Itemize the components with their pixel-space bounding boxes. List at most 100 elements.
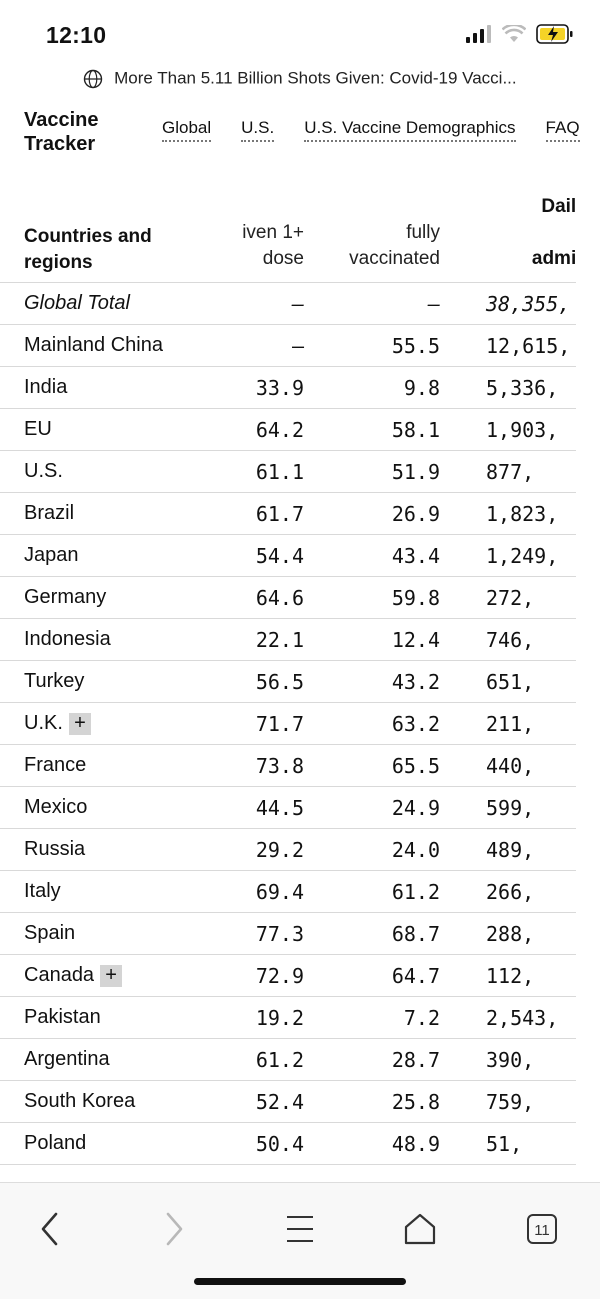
daily-rate-value: 759, bbox=[486, 1090, 535, 1114]
expand-plus-button[interactable]: + bbox=[68, 712, 91, 735]
table-row[interactable]: Mexico 44.5 24.9 599, bbox=[0, 787, 576, 829]
country-name-text: Poland bbox=[24, 1132, 87, 1154]
table-row[interactable]: Spain 77.3 68.7 288, bbox=[0, 913, 576, 955]
fully-vaccinated-value: 68.7 bbox=[391, 922, 440, 946]
table-row[interactable]: Germany 64.6 59.8 272, bbox=[0, 577, 576, 619]
given-dose-value: 72.9 bbox=[255, 964, 304, 988]
brand-logo[interactable]: Vaccine Tracker bbox=[24, 108, 99, 156]
site-nav: Vaccine Tracker Global U.S. U.S. Vaccine… bbox=[0, 104, 600, 164]
table-row[interactable]: Poland 50.4 48.9 51, bbox=[0, 1123, 576, 1165]
daily-rate-value: 5,336, bbox=[486, 376, 559, 400]
daily-rate-value: 440, bbox=[486, 754, 535, 778]
country-name-text: South Korea bbox=[24, 1090, 136, 1112]
nav-link-us[interactable]: U.S. bbox=[241, 118, 275, 142]
daily-rate-value: 12,615, bbox=[486, 334, 571, 358]
daily-rate-value: 651, bbox=[486, 670, 535, 694]
table-row[interactable]: Turkey 56.5 43.2 651, bbox=[0, 661, 576, 703]
nav-link-faq[interactable]: FAQ bbox=[545, 118, 580, 142]
country-name: France bbox=[24, 754, 86, 777]
table-row[interactable]: India 33.9 9.8 5,336, bbox=[0, 367, 576, 409]
nav-links: Global U.S. U.S. Vaccine Demographics FA… bbox=[162, 118, 580, 142]
header-daily-rate[interactable]: Daily ra d administ bbox=[490, 194, 576, 272]
address-bar[interactable]: More Than 5.11 Billion Shots Given: Covi… bbox=[0, 68, 600, 96]
nav-link-us-demographics[interactable]: U.S. Vaccine Demographics bbox=[304, 118, 516, 142]
fully-vaccinated-value: 43.2 bbox=[391, 670, 440, 694]
country-name-text: Mexico bbox=[24, 796, 88, 818]
table-row[interactable]: Global Total – – 38,355, bbox=[0, 283, 576, 325]
table-row[interactable]: France 73.8 65.5 440, bbox=[0, 745, 576, 787]
forward-chevron-icon bbox=[166, 1212, 183, 1246]
table-row[interactable]: U.K. +71.7 63.2 211, bbox=[0, 703, 576, 745]
given-dose-value: – bbox=[291, 292, 304, 316]
table-body: Global Total – – 38,355, Mainland China – 55.5… bbox=[0, 283, 576, 1165]
nav-link-global[interactable]: Global bbox=[162, 118, 212, 142]
daily-rate-value: 599, bbox=[486, 796, 535, 820]
table-row[interactable]: Brazil 61.7 26.9 1,823, bbox=[0, 493, 576, 535]
daily-rate-value: 2,543, bbox=[486, 1006, 559, 1030]
country-name: Poland bbox=[24, 1132, 86, 1155]
table-row[interactable]: Canada +72.9 64.7 112, bbox=[0, 955, 576, 997]
header-countries-line-1: Countries and bbox=[24, 226, 152, 247]
table-row[interactable]: Indonesia 22.1 12.4 746, bbox=[0, 619, 576, 661]
status-bar: 12:10 bbox=[0, 0, 600, 64]
fully-vaccinated-value: 59.8 bbox=[391, 586, 440, 610]
table-row[interactable]: Russia 29.2 24.0 489, bbox=[0, 829, 576, 871]
table-row[interactable]: Pakistan 19.2 7.2 2,543, bbox=[0, 997, 576, 1039]
given-dose-value: 33.9 bbox=[255, 376, 304, 400]
tabs-button[interactable]: 11 bbox=[520, 1207, 564, 1251]
given-dose-value: 44.5 bbox=[255, 796, 304, 820]
daily-rate-value: 1,823, bbox=[486, 502, 559, 526]
daily-rate-value: 489, bbox=[486, 838, 535, 862]
page-title: More Than 5.11 Billion Shots Given: Covi… bbox=[114, 68, 517, 88]
table-row[interactable]: Argentina 61.2 28.7 390, bbox=[0, 1039, 576, 1081]
table-row[interactable]: U.S. 61.1 51.9 877, bbox=[0, 451, 576, 493]
battery-charging-icon bbox=[536, 24, 573, 44]
country-name: Argentina bbox=[24, 1048, 110, 1071]
header-given-dose[interactable]: iven 1+ dose bbox=[242, 220, 304, 272]
home-indicator[interactable] bbox=[194, 1278, 406, 1285]
table-row[interactable]: South Korea 52.4 25.8 759, bbox=[0, 1081, 576, 1123]
country-name: Russia bbox=[24, 838, 85, 861]
fully-vaccinated-value: 58.1 bbox=[391, 418, 440, 442]
given-dose-value: 61.2 bbox=[255, 1048, 304, 1072]
header-daily-line-3: administ bbox=[531, 248, 576, 269]
expand-plus-button[interactable]: + bbox=[100, 964, 123, 987]
country-name-text: Pakistan bbox=[24, 1006, 101, 1028]
given-dose-value: 22.1 bbox=[255, 628, 304, 652]
country-name: EU bbox=[24, 418, 52, 441]
country-name-text: Germany bbox=[24, 586, 107, 608]
signal-icon bbox=[466, 25, 491, 43]
given-dose-value: 54.4 bbox=[255, 544, 304, 568]
tabs-icon: 11 bbox=[527, 1214, 557, 1244]
table-row[interactable]: EU 64.2 58.1 1,903, bbox=[0, 409, 576, 451]
fully-vaccinated-value: 25.8 bbox=[391, 1090, 440, 1114]
table-header: Countries and regions iven 1+ dose fully… bbox=[0, 188, 576, 283]
country-name-text: U.S. bbox=[24, 460, 63, 482]
country-name: South Korea bbox=[24, 1090, 135, 1113]
fully-vaccinated-value: 55.5 bbox=[391, 334, 440, 358]
given-dose-value: 61.1 bbox=[255, 460, 304, 484]
country-name-text: Canada bbox=[24, 964, 95, 986]
table-row[interactable]: Mainland China – 55.5 12,615, bbox=[0, 325, 576, 367]
status-time: 12:10 bbox=[46, 22, 107, 48]
country-name-text: Mainland China bbox=[24, 334, 163, 356]
status-icons bbox=[466, 24, 574, 44]
home-button[interactable] bbox=[398, 1207, 442, 1251]
home-icon bbox=[404, 1213, 436, 1245]
back-button[interactable] bbox=[28, 1207, 72, 1251]
fully-vaccinated-value: 7.2 bbox=[403, 1006, 440, 1030]
vaccine-table[interactable]: Countries and regions iven 1+ dose fully… bbox=[0, 188, 576, 1182]
header-fully-vaccinated[interactable]: fully vaccinated bbox=[349, 220, 440, 272]
header-countries[interactable]: Countries and regions bbox=[24, 224, 152, 276]
menu-button[interactable] bbox=[278, 1207, 322, 1251]
daily-rate-value: 390, bbox=[486, 1048, 535, 1072]
table-row[interactable]: Italy 69.4 61.2 266, bbox=[0, 871, 576, 913]
country-name: Italy bbox=[24, 880, 61, 903]
given-dose-value: 56.5 bbox=[255, 670, 304, 694]
daily-rate-value: 51, bbox=[486, 1132, 523, 1156]
brand-line-1: Vaccine bbox=[24, 109, 99, 131]
country-name: U.S. bbox=[24, 460, 63, 483]
country-name: Pakistan bbox=[24, 1006, 101, 1029]
table-row[interactable]: Japan 54.4 43.4 1,249, bbox=[0, 535, 576, 577]
forward-button[interactable] bbox=[152, 1207, 196, 1251]
